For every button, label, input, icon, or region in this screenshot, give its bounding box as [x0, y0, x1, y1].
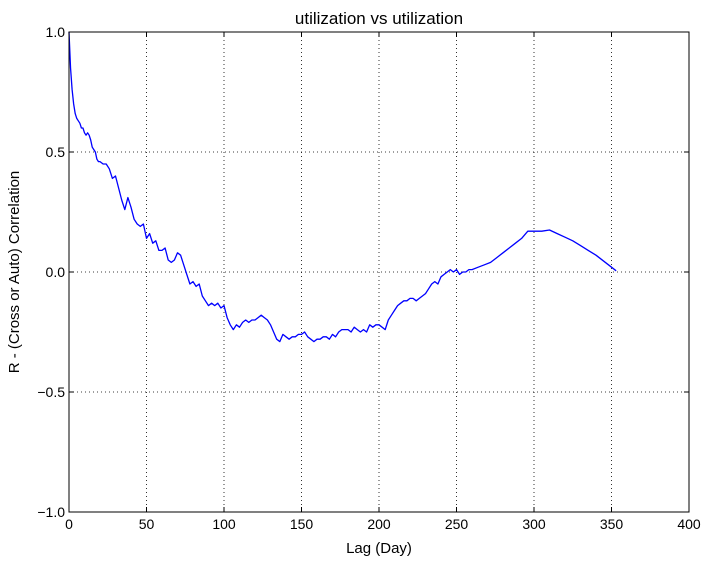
y-axis-label: R - (Cross or Auto) Correlation [6, 171, 23, 374]
y-tick-label: −0.5 [37, 384, 65, 400]
y-tick-label: 1.0 [46, 24, 66, 40]
x-tick-label: 300 [522, 516, 546, 532]
correlation-line [68, 31, 617, 343]
x-tick-label: 350 [600, 516, 624, 532]
grid-lines [69, 32, 689, 512]
y-tick-label: −1.0 [37, 504, 65, 520]
y-ticks: −1.0 −0.5 0.0 0.5 1.0 [37, 24, 689, 520]
y-tick-label: 0.5 [46, 144, 66, 160]
x-tick-label: 0 [65, 516, 73, 532]
x-ticks: 0 50 100 150 200 250 300 350 400 [65, 32, 701, 532]
y-tick-label: 0.0 [46, 264, 66, 280]
x-axis-label: Lag (Day) [346, 540, 412, 557]
plot-frame [68, 31, 690, 513]
x-tick-label: 400 [677, 516, 701, 532]
x-tick-label: 100 [212, 516, 236, 532]
x-tick-label: 50 [139, 516, 155, 532]
x-tick-label: 200 [367, 516, 391, 532]
chart-title: utilization vs utilization [295, 9, 463, 28]
x-tick-label: 150 [290, 516, 314, 532]
x-tick-label: 250 [445, 516, 469, 532]
